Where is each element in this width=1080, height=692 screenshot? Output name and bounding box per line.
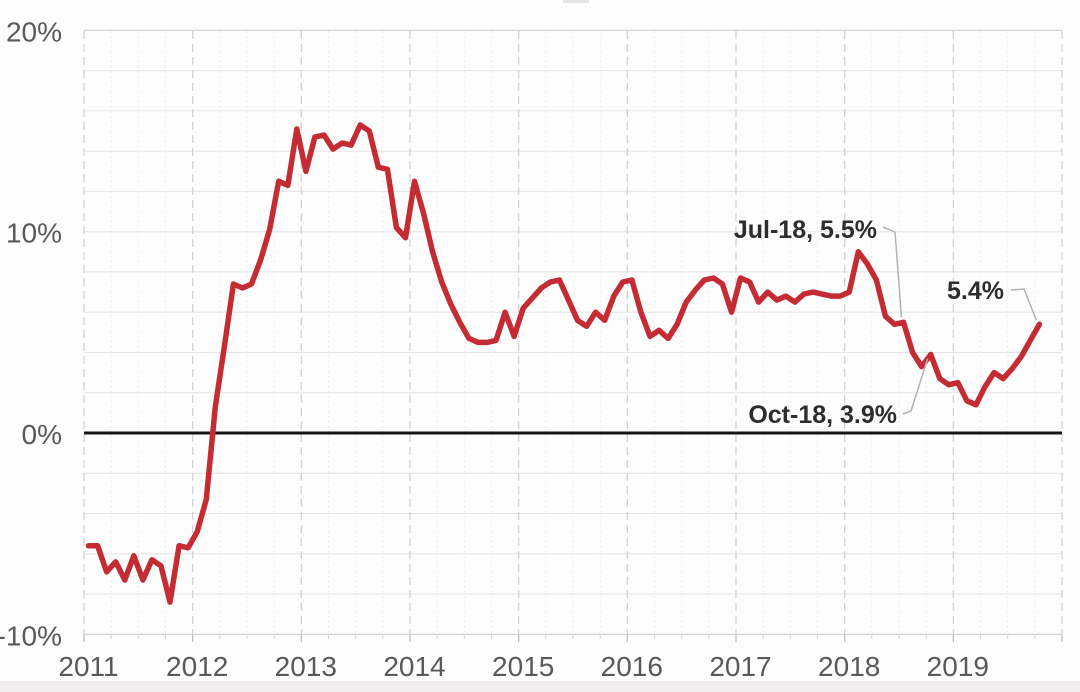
data-line-series <box>85 122 1043 605</box>
bottom-strip <box>0 681 1080 692</box>
annotation-leader-line <box>882 226 903 318</box>
annotation-label: 5.4% <box>947 277 1004 305</box>
annotation-leader-line <box>902 358 929 415</box>
x-axis-label: 2014 <box>383 651 445 682</box>
y-axis-label: 10% <box>6 218 62 249</box>
annotation-leader-line <box>1010 288 1038 321</box>
annotation-label: Oct-18, 3.9% <box>748 401 897 429</box>
y-axis-label: 0% <box>22 419 62 450</box>
x-axis-label: 2011 <box>58 651 118 682</box>
x-axis-label: 2019 <box>927 651 989 682</box>
x-axis-label: 2017 <box>709 651 771 682</box>
x-axis-label: 2018 <box>818 651 880 682</box>
y-axis-label: 20% <box>6 16 62 47</box>
x-axis-label: 2016 <box>601 651 663 682</box>
y-axis-label: -10% <box>0 620 62 651</box>
x-axis-label: 2012 <box>166 651 228 682</box>
annotation-label: Jul-18, 5.5% <box>734 216 877 244</box>
x-axis-label: 2013 <box>275 651 337 682</box>
x-axis-label: 2015 <box>492 651 554 682</box>
cropped-title-remnant <box>563 0 589 3</box>
